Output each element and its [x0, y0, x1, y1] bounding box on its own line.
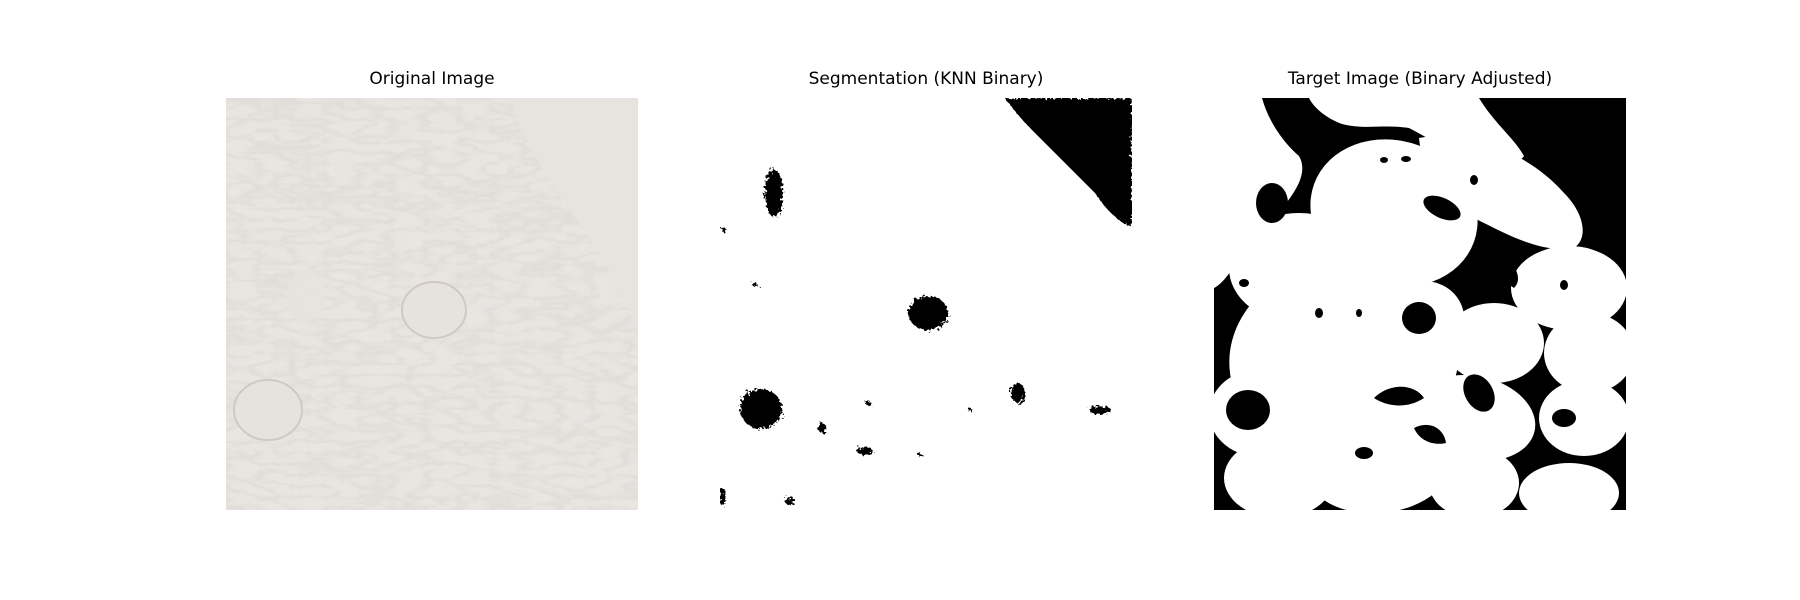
panel-title: Target Image (Binary Adjusted) [1287, 69, 1553, 89]
target-mask-image [1214, 98, 1626, 510]
segmentation-image [720, 98, 1132, 510]
panel-title: Segmentation (KNN Binary) [808, 69, 1044, 89]
original-image [226, 98, 638, 510]
panel-title: Original Image [369, 69, 495, 89]
